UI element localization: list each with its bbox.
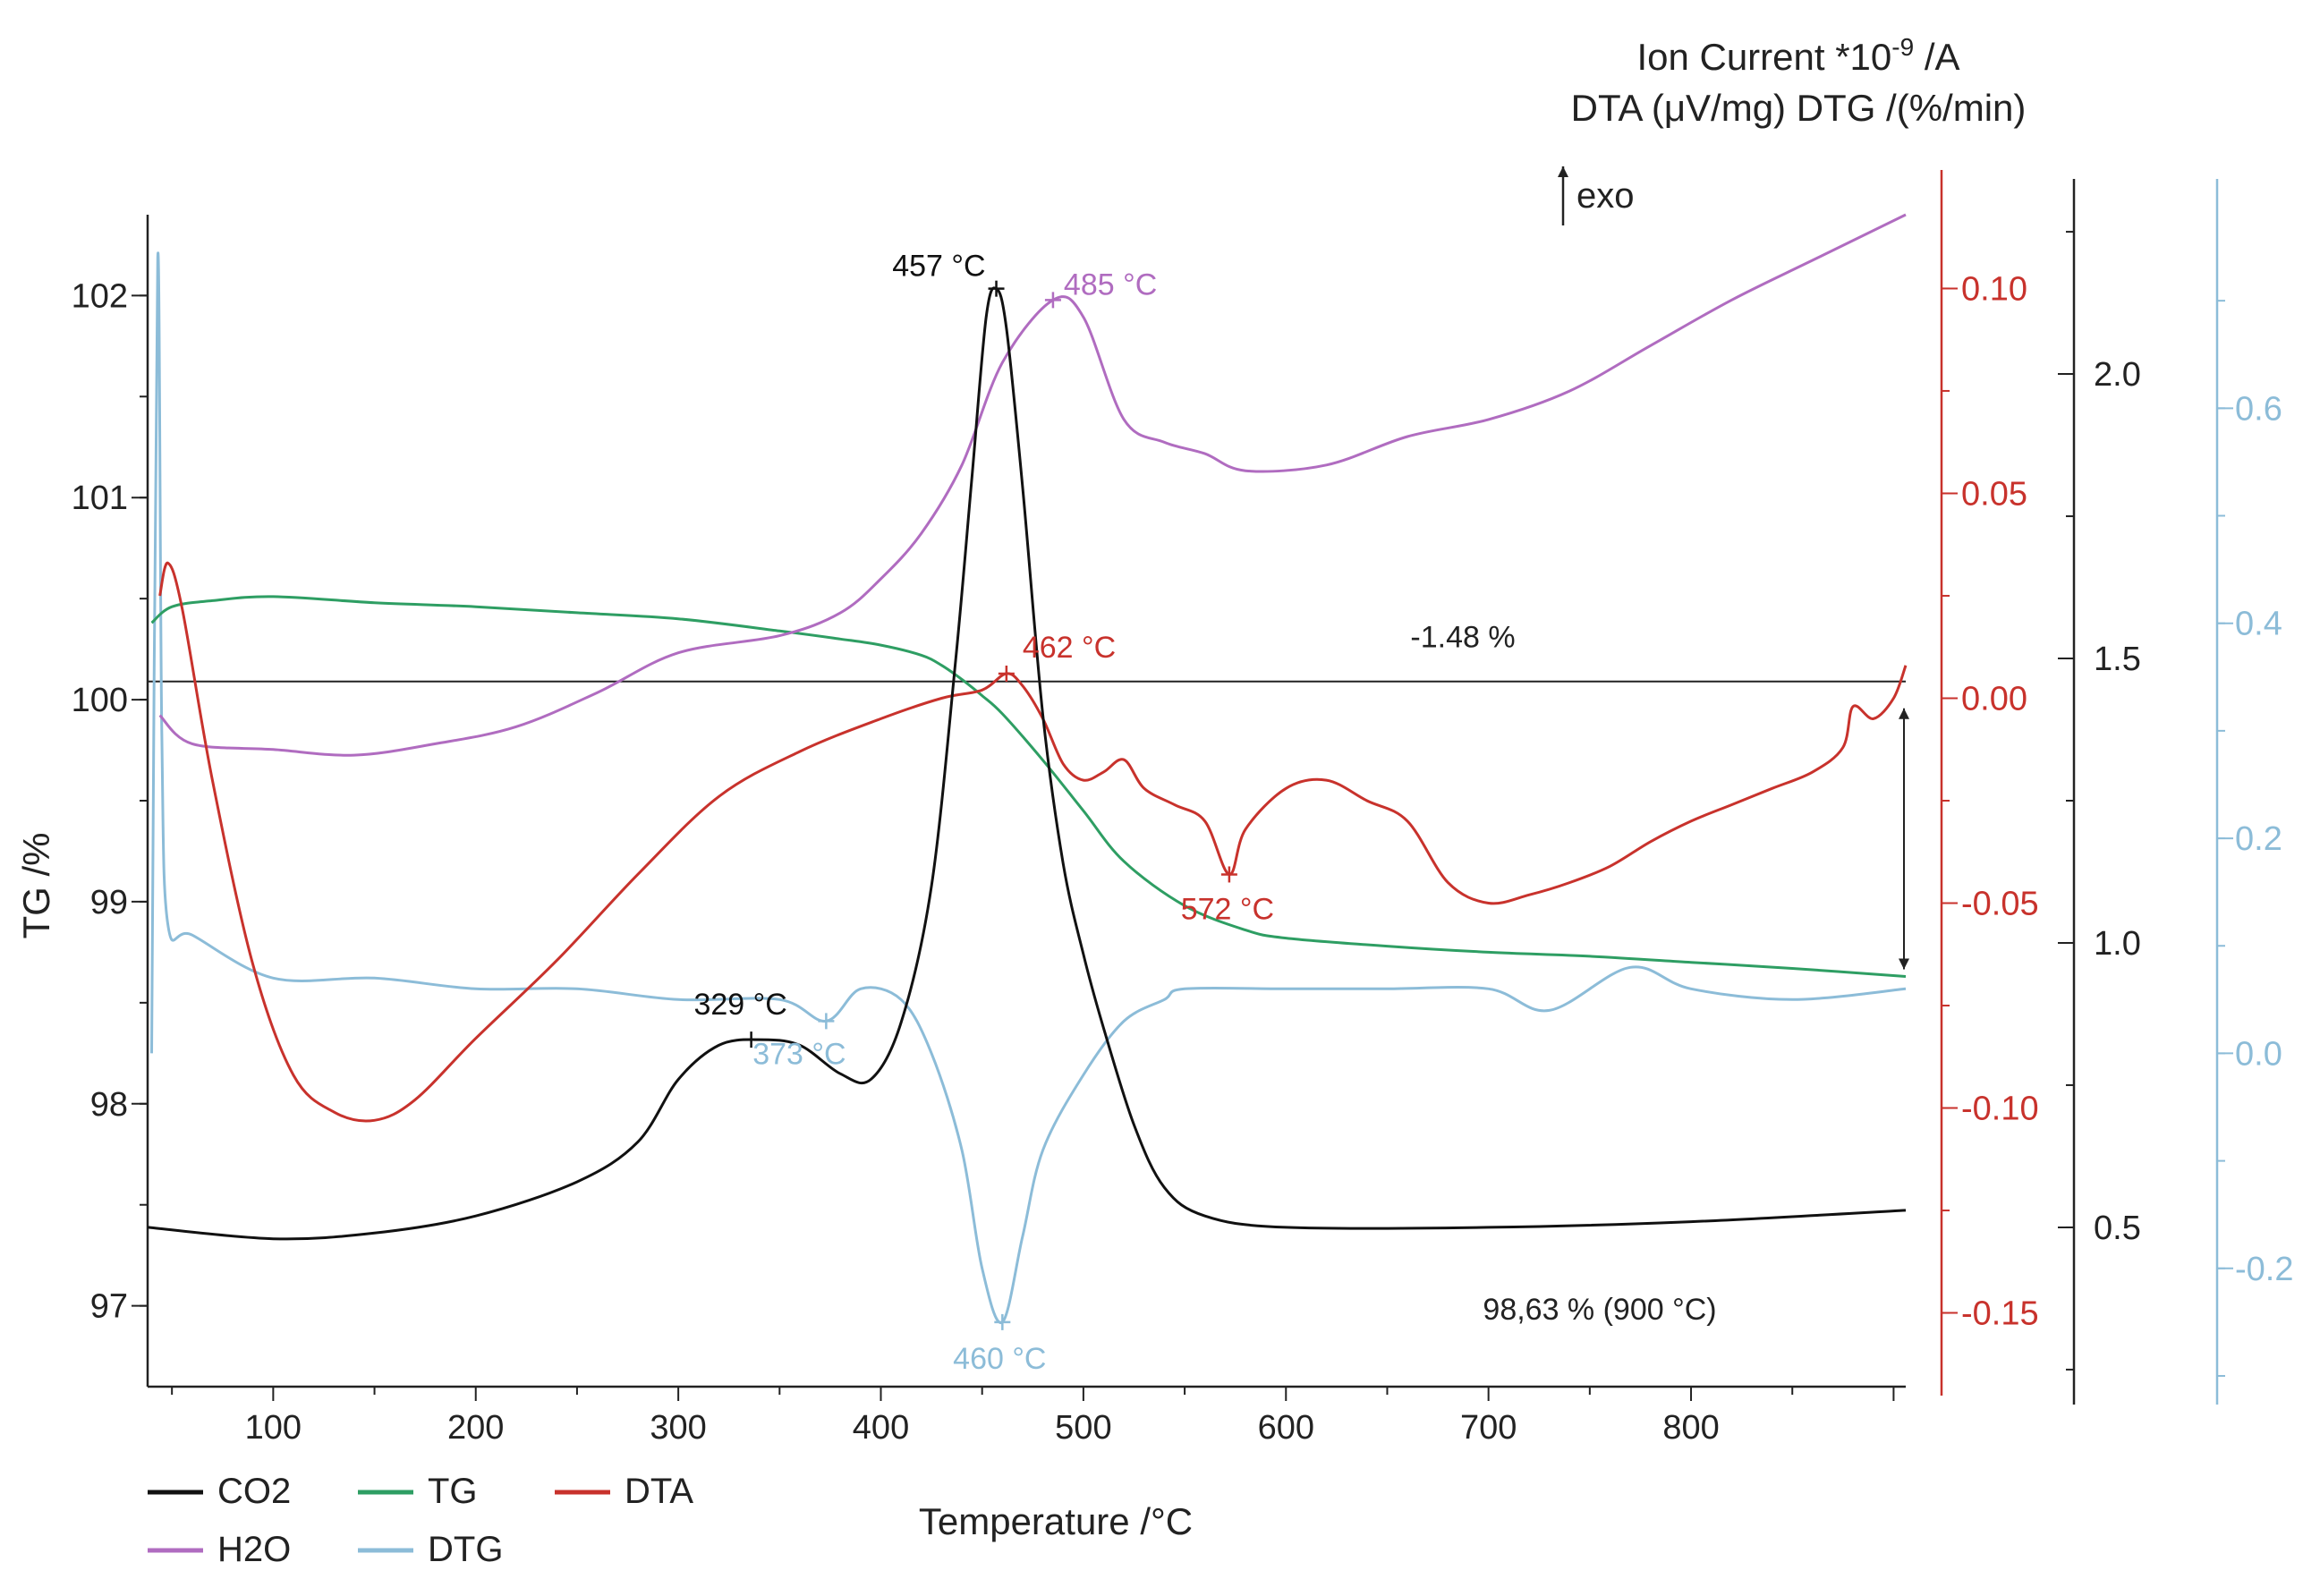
- right-axis-title-line2: DTA (μV/mg) DTG /(%/min): [1571, 87, 2027, 129]
- dtg-tick-label: 0.4: [2235, 606, 2282, 643]
- tg-tick-label: 98: [90, 1086, 128, 1124]
- dta-tick-label: 0.05: [1961, 475, 2027, 513]
- exo-arrowhead-icon: [1558, 166, 1568, 177]
- dtg-tick-label: -0.2: [2235, 1251, 2293, 1288]
- dtg-tick-label: 0.6: [2235, 390, 2282, 428]
- dta-tick-label: -0.05: [1961, 886, 2039, 923]
- peak-label: 329 °C: [693, 988, 786, 1022]
- peak-label: 373 °C: [752, 1037, 846, 1071]
- dta-tick-label: -0.10: [1961, 1091, 2039, 1128]
- dta-tick-label: 0.00: [1961, 680, 2027, 717]
- legend-label-tg: TG: [428, 1472, 478, 1511]
- x-tick-label: 700: [1460, 1409, 1517, 1447]
- ion-tick-label: 1.5: [2094, 641, 2141, 678]
- legend-label-co2: CO2: [217, 1472, 291, 1511]
- dta-tick-label: 0.10: [1961, 270, 2027, 308]
- x-tick-label: 500: [1055, 1409, 1111, 1447]
- mass-loss-annotation: -1.48 %: [1410, 621, 1515, 655]
- peak-label: 462 °C: [1023, 631, 1116, 665]
- right-axis-title-line1: Ion Current *10-9 /A: [1636, 33, 1959, 78]
- series-line-dtg: [150, 251, 1907, 1324]
- peak-label: 460 °C: [953, 1342, 1046, 1376]
- ion-tick-label: 0.5: [2094, 1210, 2141, 1247]
- tg-tick-label: 100: [72, 682, 128, 719]
- tg-tick-label: 102: [72, 277, 128, 315]
- ion-tick-label: 2.0: [2094, 356, 2141, 394]
- x-tick-label: 800: [1662, 1409, 1719, 1447]
- legend-label-h2o: H2O: [217, 1530, 291, 1569]
- ion-tick-label: 1.0: [2094, 925, 2141, 963]
- x-tick-label: 200: [447, 1409, 504, 1447]
- x-tick-label: 100: [245, 1409, 302, 1447]
- exo-label: exo: [1576, 176, 1635, 216]
- dtg-tick-label: 0.0: [2235, 1035, 2282, 1073]
- residual-mass-annotation: 98,63 % (900 °C): [1483, 1293, 1716, 1327]
- series-line-tg: [150, 595, 1907, 978]
- y-axis-title-tg: TG /%: [15, 832, 57, 938]
- right-axis-title-sup: -9: [1891, 33, 1914, 61]
- x-axis-title: Temperature /°C: [919, 1500, 1193, 1542]
- x-tick-label: 400: [853, 1409, 909, 1447]
- peak-label: 457 °C: [892, 250, 985, 284]
- tg-tick-label: 99: [90, 884, 128, 921]
- series-line-dta: [158, 561, 1908, 1123]
- tg-tick-label: 97: [90, 1288, 128, 1326]
- dta-tick-label: -0.15: [1961, 1295, 2039, 1333]
- mass-loss-arrowhead-top: [1899, 708, 1909, 719]
- tg-tick-label: 101: [72, 480, 128, 517]
- series-line-h2o: [158, 213, 1907, 757]
- right-axis-title-end: /A: [1914, 36, 1959, 78]
- peak-label: 572 °C: [1181, 892, 1274, 926]
- series-line-co2: [147, 286, 1907, 1241]
- x-tick-label: 600: [1258, 1409, 1314, 1447]
- x-tick-label: 300: [650, 1409, 706, 1447]
- legend-label-dta: DTA: [625, 1472, 693, 1511]
- right-axis-title-main: Ion Current *10: [1636, 36, 1891, 78]
- legend-label-dtg: DTG: [428, 1530, 503, 1569]
- dtg-tick-label: 0.2: [2235, 820, 2282, 858]
- peak-label: 485 °C: [1064, 267, 1157, 301]
- mass-loss-arrowhead-bottom: [1899, 958, 1909, 970]
